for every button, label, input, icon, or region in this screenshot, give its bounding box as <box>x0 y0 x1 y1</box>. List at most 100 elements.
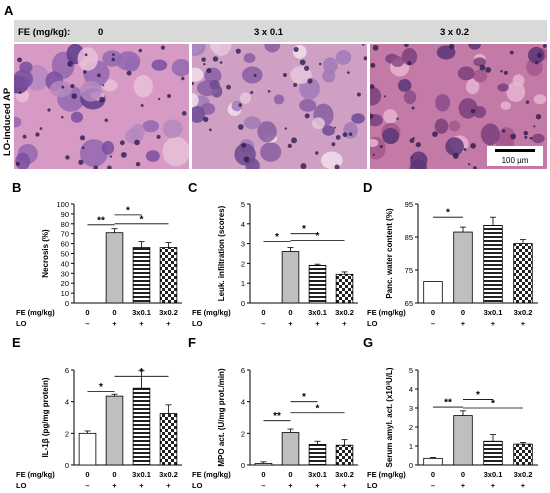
significance-label-1: * <box>302 392 306 403</box>
lo-value-1: + <box>288 481 293 490</box>
y-tick-label: 3 <box>409 404 413 413</box>
y-tick-label: 10 <box>61 289 69 298</box>
y-tick-label: 5 <box>409 366 413 375</box>
scale-bar-label: 100 µm <box>502 156 529 165</box>
lo-value-3: + <box>166 319 171 328</box>
fe-value-3: 3x0.2 <box>514 308 533 317</box>
y-tick-label: 4 <box>241 220 245 229</box>
y-tick-label: 4 <box>241 398 245 407</box>
bar-1 <box>105 395 124 466</box>
bar-2 <box>308 444 327 466</box>
bar-2 <box>132 387 151 466</box>
lo-value-1: + <box>461 319 466 328</box>
fe-row-label: FE (mg/kg) <box>367 470 406 479</box>
significance-label-0: ** <box>273 411 281 422</box>
lo-value-2: + <box>315 319 320 328</box>
significance-label-2: * <box>140 214 144 225</box>
fe-row-label: FE (mg/kg) <box>192 308 231 317</box>
y-tick-label: 70 <box>61 230 69 239</box>
y-tick-label: 2 <box>65 429 69 438</box>
significance-label-1: * <box>140 367 144 378</box>
y-tick-label: 2 <box>241 429 245 438</box>
y-tick-label: 0 <box>65 299 69 308</box>
scale-bar <box>495 149 535 152</box>
significance-label-0: * <box>275 232 279 243</box>
bar-3 <box>513 243 533 304</box>
lo-value-0: – <box>85 481 89 490</box>
fe-value-3: 3x0.2 <box>335 308 354 317</box>
bar-3 <box>513 443 533 466</box>
y-tick-label: 1 <box>409 442 413 451</box>
lo-value-0: – <box>431 319 435 328</box>
y-axis-label: Leuk. infiltration (scores) <box>217 205 226 301</box>
fe-value-1: 0 <box>461 470 465 479</box>
y-tick-label: 100 <box>56 200 69 209</box>
y-tick-label: 3 <box>241 240 245 249</box>
panel-letter-b: B <box>12 180 21 195</box>
histology-image-0 <box>14 44 189 169</box>
panel-letter-e: E <box>12 335 21 350</box>
significance-label-0: ** <box>97 215 105 226</box>
bar-1 <box>453 415 473 466</box>
dose-3x0.2-label: 3 x 0.2 <box>440 27 470 38</box>
y-axis-label: IL-1β (pg/mg protein) <box>41 377 50 457</box>
y-tick-label: 4 <box>65 398 69 407</box>
significance-label-0: * <box>99 382 103 393</box>
y-tick-label: 60 <box>61 240 69 249</box>
y-tick-label: 30 <box>61 269 69 278</box>
significance-label-2: * <box>316 231 320 242</box>
fe-value-3: 3x0.2 <box>159 308 178 317</box>
significance-label-1: * <box>126 205 130 216</box>
y-axis-label: Necrosis (%) <box>41 229 50 278</box>
y-axis-label: Panc. water content (%) <box>385 208 394 299</box>
lo-value-0: – <box>85 319 89 328</box>
chart-c: C Leuk. infiltration (scores) 0 1 2 3 4 5 * * * FE … <box>188 180 358 328</box>
y-tick-label: 40 <box>61 259 69 268</box>
lo-row-label: LO <box>367 481 378 490</box>
fe-value-0: 0 <box>85 308 89 317</box>
fe-value-1: 0 <box>461 308 465 317</box>
bar-3 <box>335 444 354 466</box>
lo-value-3: + <box>166 481 171 490</box>
bar-0 <box>254 463 273 466</box>
fe-value-1: 0 <box>112 308 116 317</box>
fe-row-label: FE (mg/kg) <box>367 308 406 317</box>
fe-dose-header <box>14 20 547 42</box>
histology-image-3x0.2: 100 µm <box>370 44 547 169</box>
y-tick-label: 1 <box>241 279 245 288</box>
lo-value-2: + <box>315 481 320 490</box>
fe-value-3: 3x0.2 <box>159 470 178 479</box>
y-tick-label: 50 <box>61 250 69 259</box>
y-tick-label: 0 <box>241 299 245 308</box>
fe-value-0: 0 <box>261 470 265 479</box>
lo-value-2: + <box>139 481 144 490</box>
lo-value-0: – <box>431 481 435 490</box>
y-tick-label: 65 <box>405 299 413 308</box>
lo-row-label: LO <box>192 319 203 328</box>
chart-d: D Panc. water content (%) 65 75 85 95 * FE (mg/… <box>363 180 538 328</box>
y-tick-label: 0 <box>241 461 245 470</box>
fe-value-1: 0 <box>288 470 292 479</box>
y-axis-label: MPO act. (U/mg prot./min) <box>217 368 226 467</box>
significance-label-2: * <box>316 403 320 414</box>
fe-value-0: 0 <box>431 308 435 317</box>
bar-3 <box>159 413 178 466</box>
fe-value-0: 0 <box>261 308 265 317</box>
lo-row-label: LO <box>192 481 203 490</box>
y-tick-label: 90 <box>61 210 69 219</box>
bar-0 <box>423 457 443 466</box>
fe-row-label: FE (mg/kg) <box>16 308 55 317</box>
bar-2 <box>132 247 151 304</box>
bar-2 <box>483 440 503 466</box>
lo-value-1: + <box>288 319 293 328</box>
bar-2 <box>483 225 503 304</box>
y-tick-label: 2 <box>241 259 245 268</box>
fe-value-3: 3x0.2 <box>335 470 354 479</box>
fe-value-2: 3x0.1 <box>484 308 503 317</box>
y-tick-label: 0 <box>65 461 69 470</box>
y-axis-label: Serum amyl. act. (x10³U/L) <box>385 367 394 467</box>
bar-3 <box>335 273 354 304</box>
